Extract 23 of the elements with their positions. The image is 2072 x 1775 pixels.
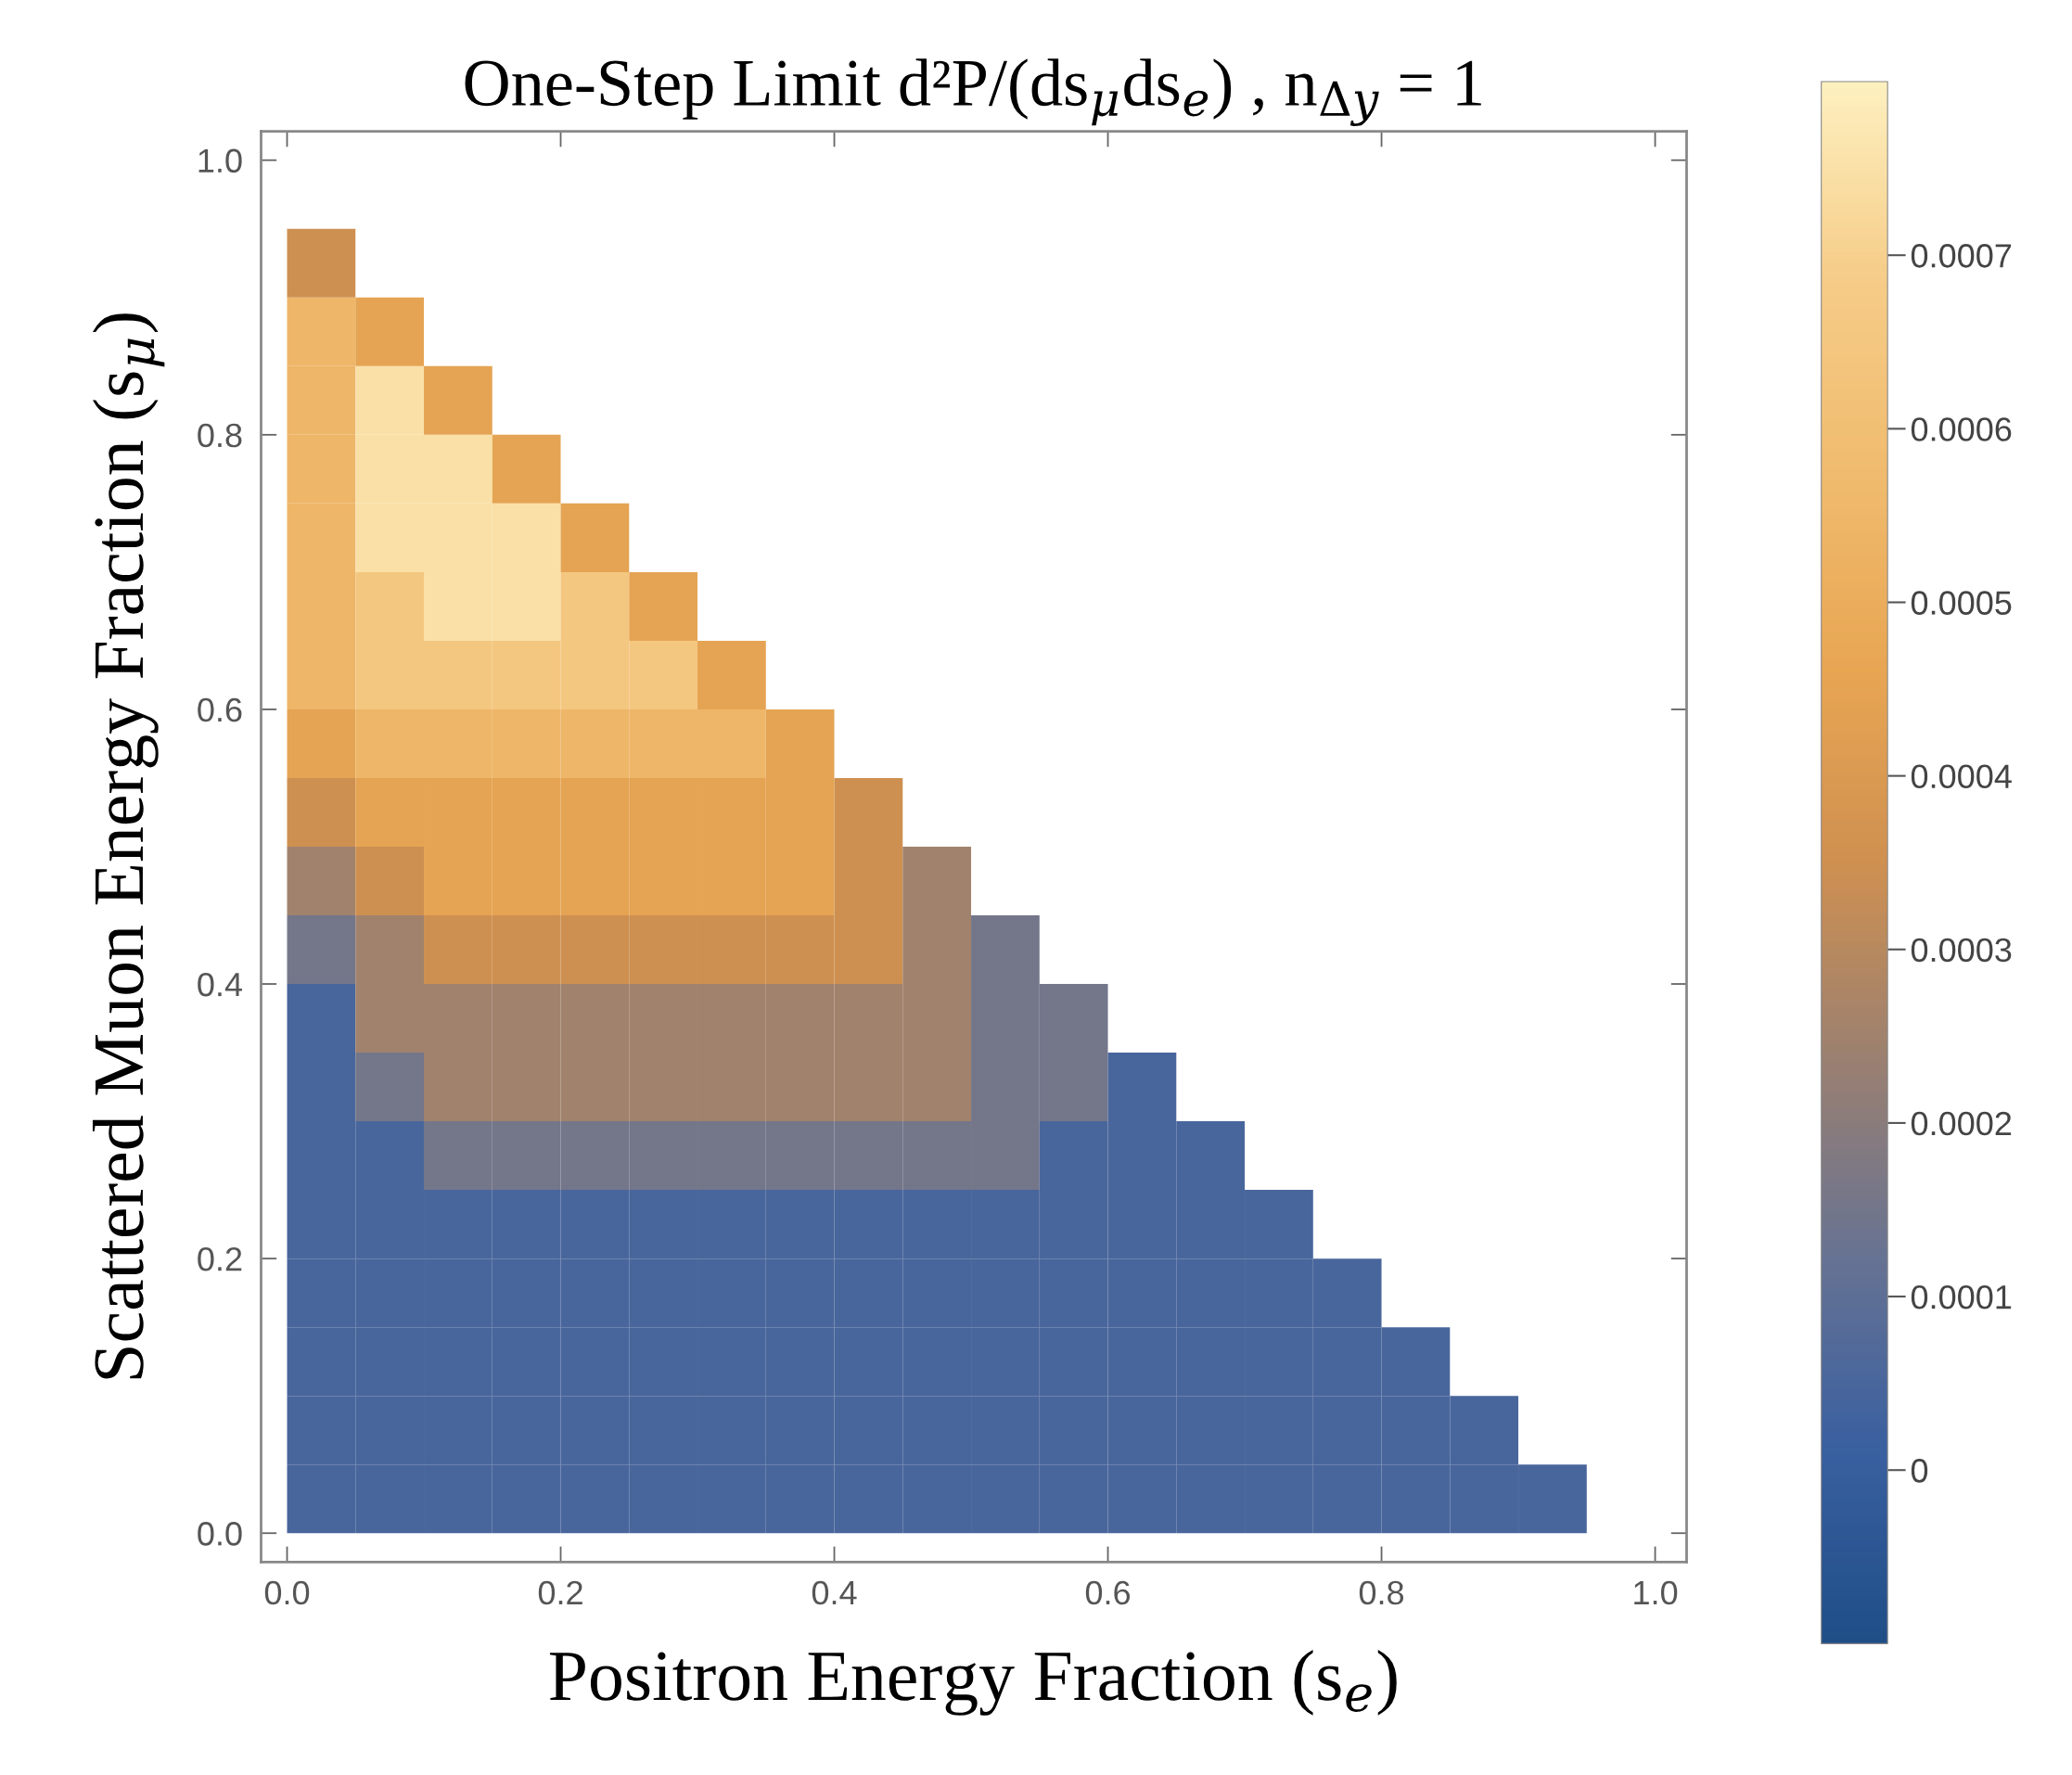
x-tick-label: 0.4 (812, 1580, 857, 1605)
y-tick-label: 0.4 (198, 972, 242, 997)
chart-title: One-Step Limit d²P/(ds$_{μ}$ds$_{e}$) , n$_{Δy}$ = 1 (465, 58, 1481, 126)
y-tick-label: 1.0 (198, 148, 242, 173)
x-tick-label: 1.0 (1634, 1580, 1678, 1605)
x-tick-label: 0.6 (1085, 1580, 1131, 1605)
x-tick-label: 0.8 (1359, 1580, 1404, 1605)
y-tick-label: 0.6 (198, 697, 242, 722)
color-bar-label: 0.0005 (1911, 591, 2012, 615)
y-tick-label: 0.8 (198, 423, 242, 448)
color-bar-label: 0.0004 (1911, 764, 2012, 789)
color-bar-label: 0.0003 (1911, 938, 2012, 963)
y-tick-label: 0.0 (198, 1522, 242, 1546)
y-axis-title: Scattered Muon Energy Fraction (s$_{μ}$) (92, 313, 165, 1379)
color-bar-label: 0.0002 (1911, 1111, 2012, 1136)
x-tick-label: 0.0 (264, 1580, 310, 1605)
color-bar-label: 0.0006 (1911, 417, 2012, 441)
color-bar-label: 0.0001 (1911, 1284, 2012, 1309)
x-tick-label: 0.2 (538, 1580, 582, 1605)
color-bar-label: 0.0007 (1911, 244, 2012, 268)
y-tick-label: 0.2 (198, 1247, 242, 1271)
x-axis-title: Positron Energy Fraction (s$_{e}$) (549, 1650, 1397, 1716)
color-bar-label: 0 (1911, 1459, 1928, 1483)
